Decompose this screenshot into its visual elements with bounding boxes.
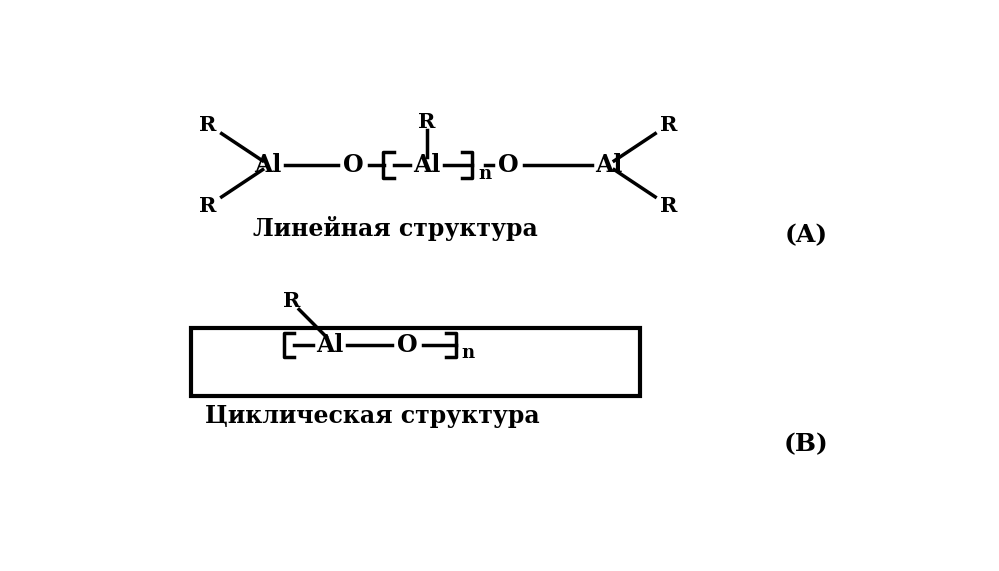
Text: Al: Al xyxy=(414,153,441,177)
Text: R: R xyxy=(283,291,300,311)
Text: Линейная структура: Линейная структура xyxy=(254,216,538,242)
Text: Al: Al xyxy=(595,153,622,177)
Text: R: R xyxy=(199,115,217,135)
Text: O: O xyxy=(498,153,518,177)
Text: (B): (B) xyxy=(784,432,828,456)
Text: Al: Al xyxy=(255,153,282,177)
Text: n: n xyxy=(462,344,475,363)
Text: O: O xyxy=(398,333,418,357)
Text: (A): (A) xyxy=(784,224,828,248)
Text: n: n xyxy=(479,165,492,183)
Bar xyxy=(191,328,639,396)
Text: R: R xyxy=(660,196,678,216)
Text: R: R xyxy=(660,115,678,135)
Text: R: R xyxy=(419,112,436,132)
Text: O: O xyxy=(343,153,364,177)
Text: Циклическая структура: Циклическая структура xyxy=(206,404,539,428)
Text: Al: Al xyxy=(317,333,344,357)
Text: R: R xyxy=(199,196,217,216)
